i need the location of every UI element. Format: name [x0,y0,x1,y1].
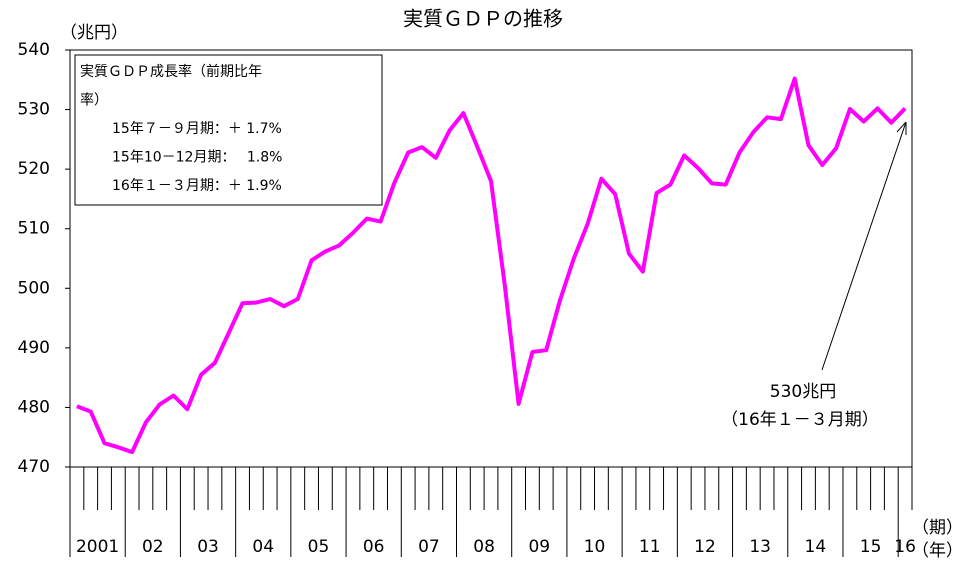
annotation-value: 530兆円 [770,382,836,402]
y-tick-label: 530 [18,100,50,120]
data-line [76,76,907,455]
note-line: 16年１－３月期：＋ 1.9% [112,178,282,194]
x-tick-label: 02 [142,537,164,557]
plot-frame [69,49,913,468]
note-line: 実質ＧＤＰ成長率（前期比年 [80,63,262,80]
note-line: 率） [80,92,108,109]
y-tick-label: 520 [18,159,50,179]
x-tick-label: 14 [805,537,827,557]
x-tick-label: 04 [252,537,274,557]
chart-title: 実質ＧＤＰの推移 [403,7,563,31]
x-tick-label: 07 [418,537,440,557]
x-tick-label: 2001 [76,537,119,557]
annotation-arrow [821,121,907,371]
note-box [74,54,383,206]
arrow-head [896,121,907,135]
x-tick-label: 06 [363,537,385,557]
y-tick-label: 500 [18,278,50,298]
x-tick-label: 15 [860,537,882,557]
y-tick-label: 480 [18,397,50,417]
x-tick-label: 16 [894,537,916,557]
x-tick-label: 03 [197,537,219,557]
y-tick-label: 490 [18,338,50,358]
note-line: 15年10－12月期： 1.8% [112,150,282,166]
y-tick-label: 470 [18,457,50,477]
y-unit: （兆円） [60,23,128,43]
x-tick-label: 13 [749,537,771,557]
y-tick-label: 540 [18,40,50,60]
x-tick-label: 08 [473,537,495,557]
x-unit-quarter: （期） [912,518,963,538]
x-unit-year: （年） [912,541,963,561]
x-tick-label: 11 [639,537,661,557]
x-tick-label: 10 [584,537,606,557]
annotation-period: （16年１－３月期） [721,410,879,430]
x-tick-label: 09 [528,537,550,557]
y-tick-label: 510 [18,219,50,239]
x-tick-label: 12 [694,537,716,557]
note-line: 15年７－９月期：＋ 1.7% [112,121,282,137]
x-tick-label: 05 [308,537,330,557]
